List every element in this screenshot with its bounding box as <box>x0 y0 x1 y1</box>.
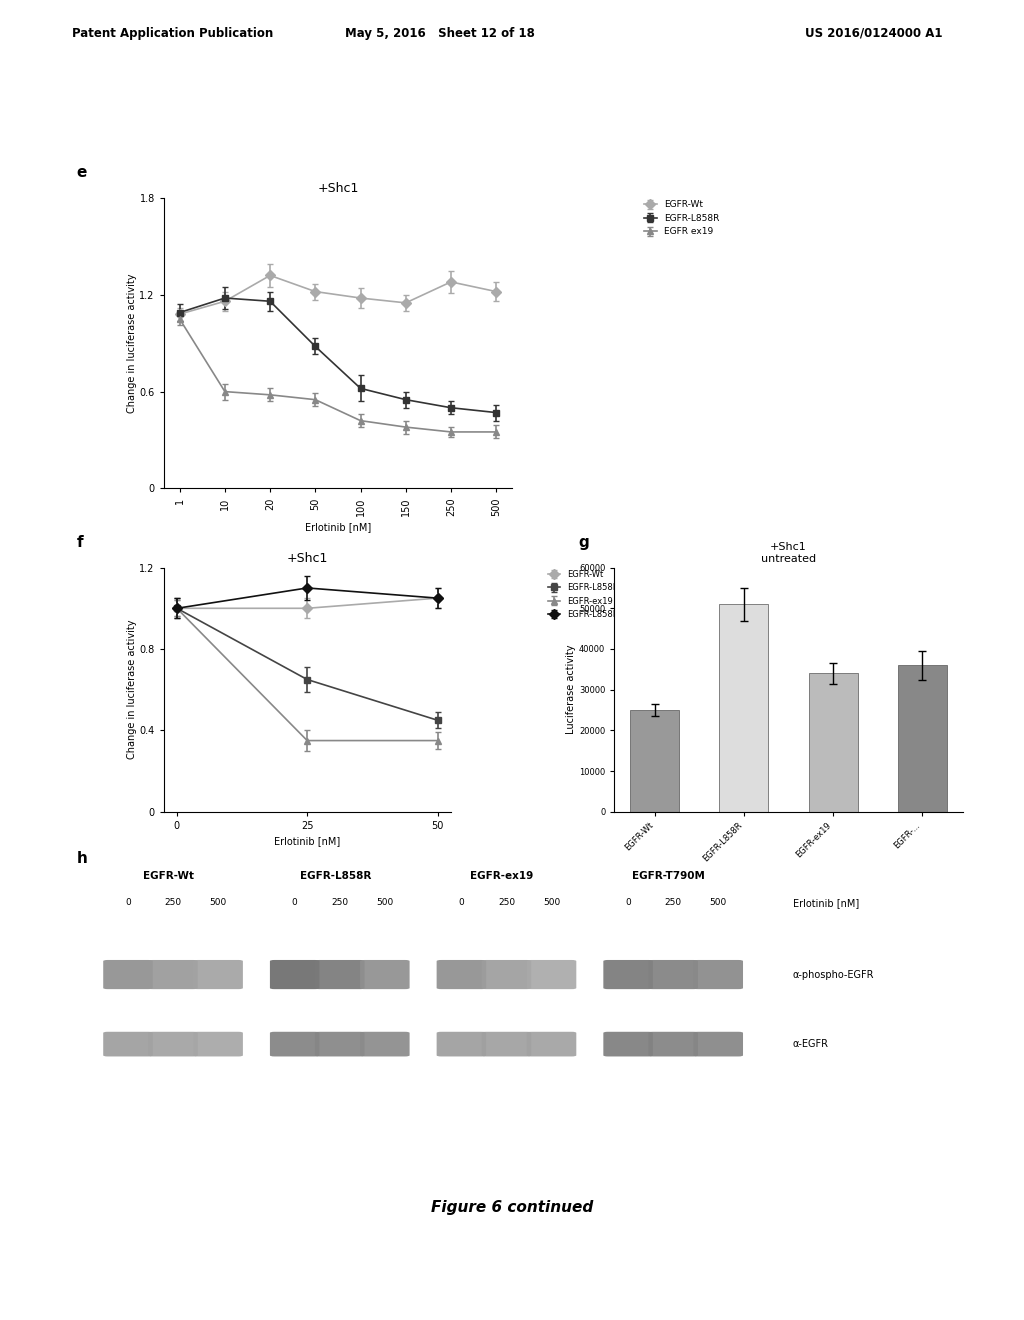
FancyBboxPatch shape <box>603 1032 653 1056</box>
Text: US 2016/0124000 A1: US 2016/0124000 A1 <box>805 26 942 40</box>
Text: 500: 500 <box>210 898 226 907</box>
Title: +Shc1: +Shc1 <box>317 182 358 195</box>
FancyBboxPatch shape <box>270 1032 319 1056</box>
Text: EGFR-ex19: EGFR-ex19 <box>470 871 534 882</box>
FancyBboxPatch shape <box>103 1032 153 1056</box>
X-axis label: Erlotinib [nM]: Erlotinib [nM] <box>305 521 371 532</box>
Y-axis label: Luciferase activity: Luciferase activity <box>566 645 577 734</box>
Text: Figure 6 continued: Figure 6 continued <box>431 1200 593 1216</box>
Text: g: g <box>579 535 589 549</box>
FancyBboxPatch shape <box>360 960 410 989</box>
FancyBboxPatch shape <box>194 1032 243 1056</box>
Text: 250: 250 <box>665 898 682 907</box>
Text: 0: 0 <box>125 898 131 907</box>
Text: Erlotinib [nM]: Erlotinib [nM] <box>793 898 859 908</box>
Text: e: e <box>77 165 87 180</box>
Title: +Shc1: +Shc1 <box>287 552 328 565</box>
Text: α-phospho-EGFR: α-phospho-EGFR <box>793 970 874 979</box>
FancyBboxPatch shape <box>194 960 243 989</box>
Text: EGFR-Wt: EGFR-Wt <box>143 871 195 882</box>
Bar <box>809 673 857 812</box>
FancyBboxPatch shape <box>693 960 743 989</box>
FancyBboxPatch shape <box>315 960 365 989</box>
FancyBboxPatch shape <box>481 1032 531 1056</box>
Legend: EGFR-Wt, EGFR-L858R, EGFR ex19: EGFR-Wt, EGFR-L858R, EGFR ex19 <box>640 197 723 240</box>
FancyBboxPatch shape <box>436 1032 486 1056</box>
Text: f: f <box>77 535 83 549</box>
Bar <box>630 710 679 812</box>
Title: +Shc1
untreated: +Shc1 untreated <box>761 543 816 564</box>
Text: EGFR-L858R: EGFR-L858R <box>300 871 371 882</box>
FancyBboxPatch shape <box>436 960 486 989</box>
FancyBboxPatch shape <box>148 960 198 989</box>
Text: Patent Application Publication: Patent Application Publication <box>72 26 273 40</box>
FancyBboxPatch shape <box>481 960 531 989</box>
FancyBboxPatch shape <box>270 960 319 989</box>
Y-axis label: Change in luciferase activity: Change in luciferase activity <box>127 620 136 759</box>
FancyBboxPatch shape <box>648 960 698 989</box>
Text: 500: 500 <box>376 898 393 907</box>
FancyBboxPatch shape <box>693 1032 743 1056</box>
Y-axis label: Change in luciferase activity: Change in luciferase activity <box>127 273 136 413</box>
Text: May 5, 2016   Sheet 12 of 18: May 5, 2016 Sheet 12 of 18 <box>345 26 536 40</box>
Text: 500: 500 <box>543 898 560 907</box>
FancyBboxPatch shape <box>315 1032 365 1056</box>
FancyBboxPatch shape <box>603 960 653 989</box>
Text: h: h <box>77 851 88 866</box>
Text: 0: 0 <box>459 898 464 907</box>
FancyBboxPatch shape <box>148 1032 198 1056</box>
Text: 500: 500 <box>710 898 727 907</box>
Text: EGFR-T790M: EGFR-T790M <box>632 871 706 882</box>
Text: 0: 0 <box>626 898 631 907</box>
FancyBboxPatch shape <box>360 1032 410 1056</box>
Text: 250: 250 <box>331 898 348 907</box>
FancyBboxPatch shape <box>526 960 577 989</box>
Text: 250: 250 <box>498 898 515 907</box>
Text: α-EGFR: α-EGFR <box>793 1039 828 1049</box>
Text: 0: 0 <box>292 898 298 907</box>
Bar <box>720 605 768 812</box>
Text: 250: 250 <box>165 898 181 907</box>
Legend: EGFR-Wt, EGFR-L858R, EGFR-ex19, EGFR-L858R/T790M: EGFR-Wt, EGFR-L858R, EGFR-ex19, EGFR-L85… <box>545 566 653 622</box>
FancyBboxPatch shape <box>103 960 153 989</box>
FancyBboxPatch shape <box>648 1032 698 1056</box>
Bar <box>898 665 947 812</box>
X-axis label: Erlotinib [nM]: Erlotinib [nM] <box>274 837 340 846</box>
FancyBboxPatch shape <box>526 1032 577 1056</box>
